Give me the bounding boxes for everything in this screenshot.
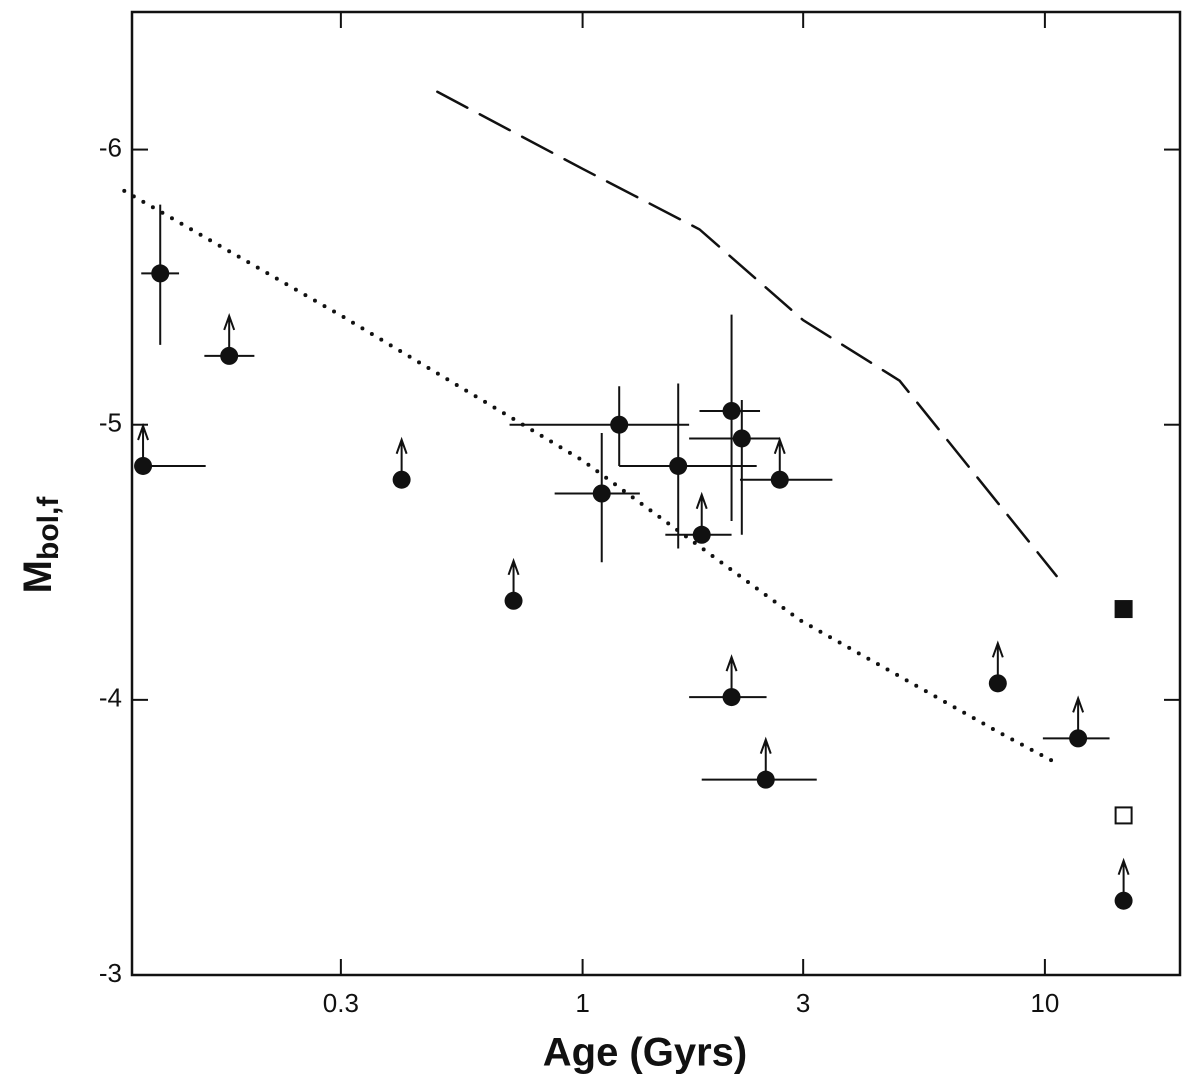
- x-axis-label: Age (Gyrs): [543, 1031, 748, 1075]
- data-point: [134, 456, 153, 475]
- plot-frame: [130, 10, 1182, 977]
- data-point: [722, 401, 741, 420]
- data-point: [1114, 806, 1133, 825]
- data-point: [732, 429, 751, 448]
- y-axis-label-main: M: [16, 560, 60, 593]
- data-point: [220, 346, 239, 365]
- x-tick-label: 1: [575, 988, 589, 1018]
- x-tick-label: 0.3: [323, 988, 359, 1018]
- y-tick-label: -3: [99, 958, 122, 988]
- dashed-line: [436, 90, 1058, 578]
- data-point: [592, 484, 611, 503]
- data-point: [988, 674, 1007, 693]
- data-point: [756, 770, 775, 789]
- data-point: [722, 688, 741, 707]
- data-point: [770, 470, 789, 489]
- data-point: [392, 470, 411, 489]
- data-point: [1114, 891, 1133, 910]
- data-point: [151, 264, 170, 283]
- x-tick-label: 10: [1030, 988, 1059, 1018]
- y-axis-label: Mbol,f: [16, 496, 65, 594]
- y-tick-label: -6: [99, 132, 122, 162]
- data-point: [669, 456, 688, 475]
- data-point: [1069, 729, 1088, 748]
- y-tick-label: -5: [99, 408, 122, 438]
- data-point: [504, 591, 523, 610]
- dotted-line: [122, 188, 1059, 766]
- data-point: [610, 415, 629, 434]
- y-tick-label: -4: [99, 683, 122, 713]
- data-point: [1114, 600, 1133, 619]
- x-tick-label: 3: [796, 988, 810, 1018]
- y-axis-label-sub: bol,f: [32, 496, 65, 560]
- data-point: [692, 525, 711, 544]
